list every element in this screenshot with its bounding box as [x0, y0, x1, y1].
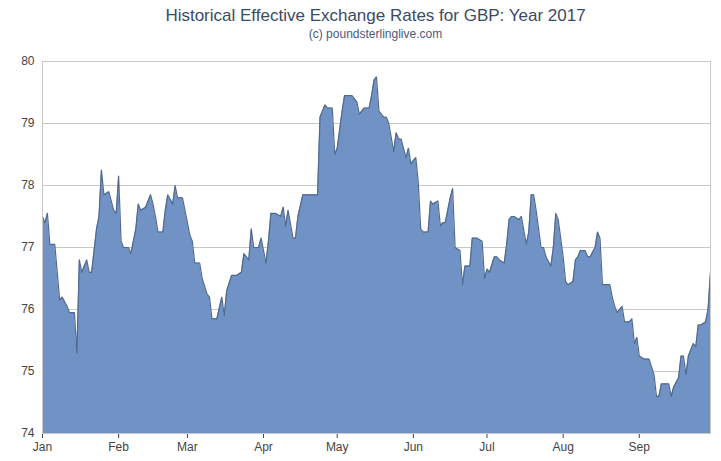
- svg-text:78: 78: [21, 178, 35, 192]
- html-text:(c) poundsterlinglive.com: (c) poundsterlinglive.com: [308, 27, 443, 41]
- svg-text:76: 76: [21, 302, 35, 316]
- html-text:Historical Effective Exchange: Historical Effective Exchange Rates for …: [165, 6, 586, 25]
- svg-text:Jul: Jul: [479, 440, 494, 454]
- svg-text:75: 75: [21, 364, 35, 378]
- svg-text:Sep: Sep: [629, 440, 651, 454]
- svg-text:Apr: Apr: [254, 440, 273, 454]
- svg-text:Jun: Jun: [404, 440, 423, 454]
- svg-text:Aug: Aug: [552, 440, 573, 454]
- svg-text:Mar: Mar: [177, 440, 198, 454]
- svg-text:Jan: Jan: [33, 440, 52, 454]
- svg-text:Feb: Feb: [108, 440, 129, 454]
- svg-text:May: May: [326, 440, 349, 454]
- svg-text:74: 74: [21, 426, 35, 440]
- svg-text:79: 79: [21, 116, 35, 130]
- svg-text:80: 80: [21, 54, 35, 68]
- svg-text:77: 77: [21, 240, 35, 254]
